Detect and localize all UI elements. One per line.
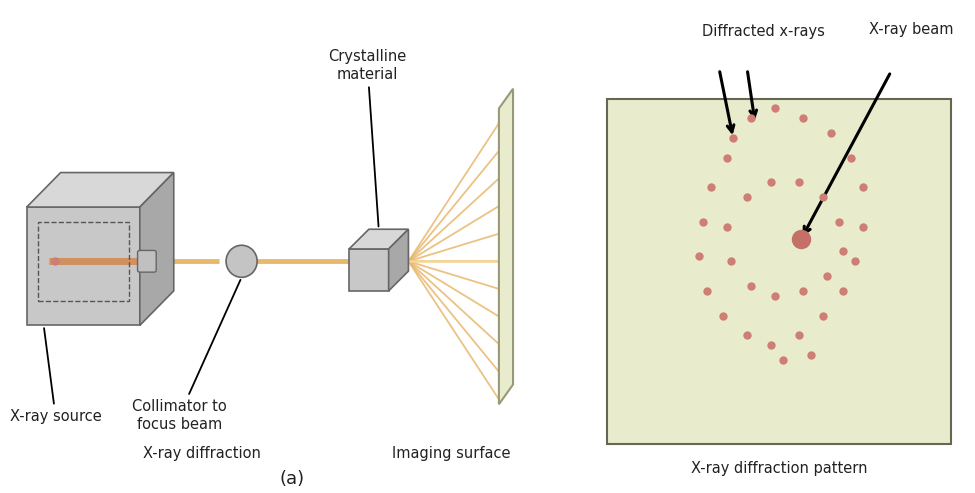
Text: Crystalline
material: Crystalline material: [329, 49, 407, 226]
Polygon shape: [389, 229, 409, 291]
Polygon shape: [26, 207, 139, 325]
Text: X-ray diffraction pattern: X-ray diffraction pattern: [691, 461, 868, 476]
Polygon shape: [499, 89, 513, 404]
Text: X-ray source: X-ray source: [10, 328, 101, 424]
Polygon shape: [349, 229, 409, 249]
Polygon shape: [26, 173, 174, 207]
Text: Collimator to
focus beam: Collimator to focus beam: [132, 280, 241, 432]
Text: (a): (a): [280, 470, 305, 488]
FancyBboxPatch shape: [137, 250, 156, 272]
Ellipse shape: [226, 245, 257, 277]
Text: X-ray beam: X-ray beam: [869, 22, 954, 37]
Bar: [38, 222, 129, 301]
Text: X-ray diffraction: X-ray diffraction: [143, 446, 261, 461]
Text: Imaging surface: Imaging surface: [392, 446, 510, 461]
Bar: [607, 99, 951, 444]
Text: Diffracted x-rays: Diffracted x-rays: [702, 25, 825, 39]
Polygon shape: [349, 249, 389, 291]
Polygon shape: [139, 173, 174, 325]
